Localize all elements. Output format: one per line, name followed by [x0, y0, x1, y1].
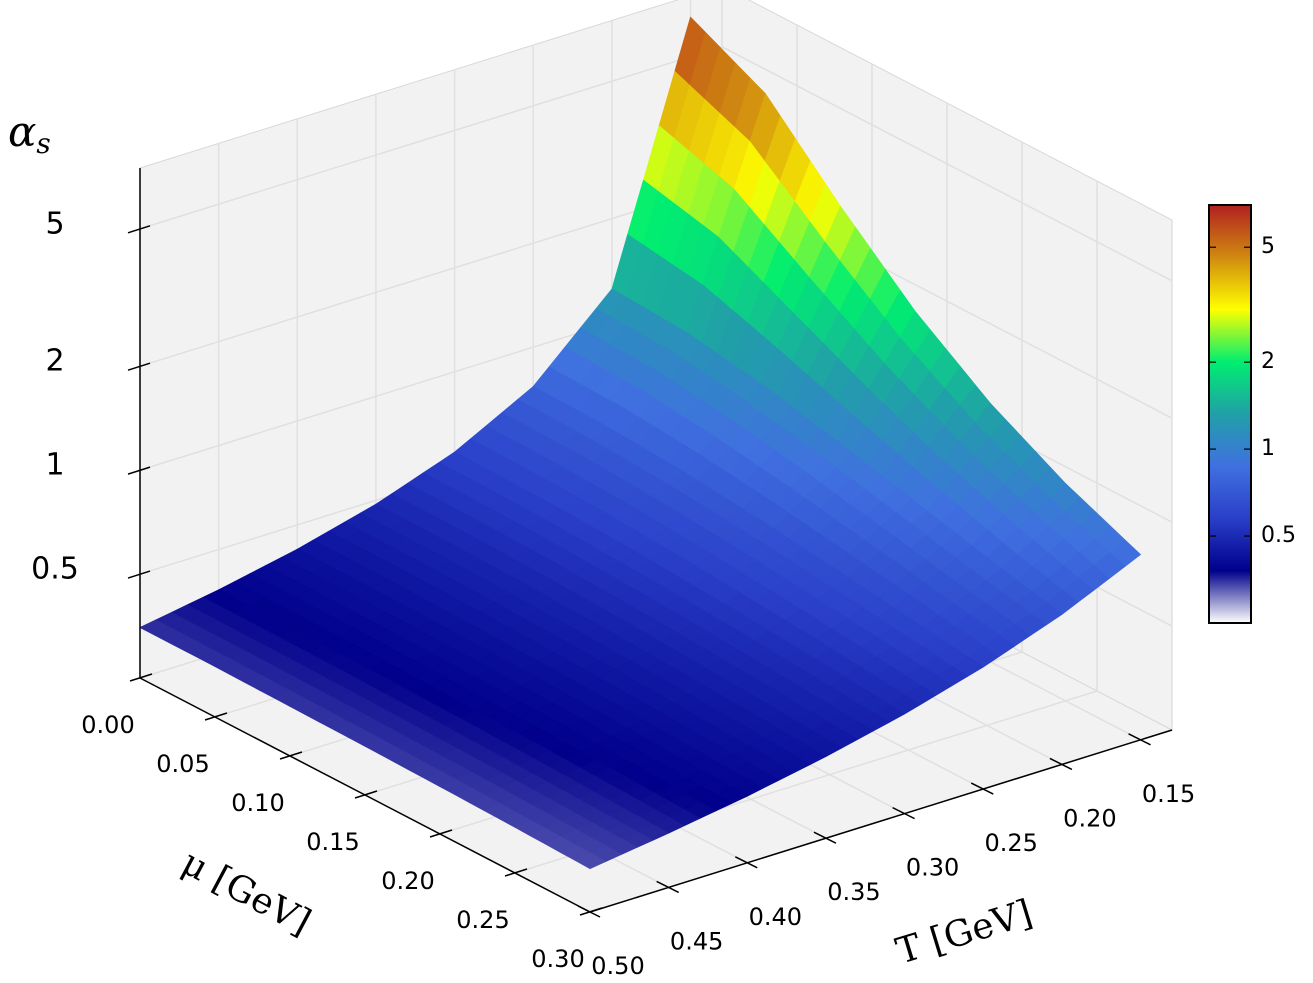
z-tick	[127, 362, 151, 371]
z-tick	[127, 466, 151, 475]
x-axis-line	[589, 729, 1173, 913]
grid-line	[139, 46, 723, 230]
y-axis-label: μ [GeV]	[175, 842, 317, 943]
x-axis-label: T [GeV]	[892, 893, 1037, 973]
y-tick	[354, 790, 378, 799]
z-tick-label: 2	[45, 344, 64, 379]
x-tick-label: 0.40	[749, 903, 802, 931]
x-tick	[1128, 733, 1151, 746]
y-tick-label: 0.25	[456, 906, 509, 934]
y-tick	[279, 751, 303, 760]
z-axis-symbol: α	[8, 107, 36, 156]
x-tick-label: 0.15	[1142, 780, 1195, 808]
x-tick	[813, 831, 837, 844]
colorbar-tick-label: 5	[1261, 234, 1275, 259]
y-tick-label: 0.05	[156, 750, 209, 778]
x-tick-label: 0.30	[906, 854, 959, 882]
colorbar-tick-label: 0.5	[1261, 523, 1296, 548]
z-tick-label: 1	[45, 448, 64, 483]
x-tick	[1049, 757, 1073, 771]
x-tick-label: 0.25	[985, 829, 1038, 857]
x-tick-label: 0.35	[827, 878, 880, 906]
x-tick	[892, 806, 915, 820]
z-tick	[127, 225, 151, 234]
colorbar-fill	[1208, 204, 1252, 624]
x-tick	[656, 880, 679, 894]
y-tick-label: 0.10	[231, 789, 284, 817]
y-tick-label: 0.30	[531, 945, 584, 973]
grid-line	[721, 46, 1173, 282]
x-tick-label: 0.50	[591, 952, 644, 979]
grid-line	[139, 183, 723, 367]
x-tick-label: 0.45	[670, 927, 723, 955]
y-tick-label: 0.20	[381, 867, 434, 895]
y-tick-label: 0.15	[306, 828, 359, 856]
z-tick-label: 5	[45, 206, 64, 241]
z-tick	[127, 570, 151, 579]
y-tick-label: 0.00	[81, 711, 134, 739]
x-tick-label: 0.20	[1063, 804, 1116, 832]
axes: 0.15 0.20 0.25 0.30 0.35 0.40 0.45 0.50 0.00 0.05…	[31, 168, 1195, 980]
z-axis-subscript: s	[36, 127, 50, 160]
y-tick	[204, 712, 228, 721]
surface	[139, 16, 1141, 869]
colorbar: 0.5 1 2 5	[1208, 204, 1296, 624]
x-tick	[734, 856, 758, 869]
surface-patch	[574, 852, 607, 869]
y-tick	[129, 673, 153, 682]
y-tick	[504, 868, 528, 877]
colorbar-tick-label: 1	[1261, 436, 1275, 461]
z-axis-label: αs	[8, 107, 51, 160]
colorbar-tick-label: 2	[1261, 349, 1275, 374]
z-tick-label: 0.5	[31, 552, 79, 587]
x-tick	[970, 782, 994, 795]
y-tick	[579, 907, 603, 916]
y-tick	[429, 829, 453, 838]
